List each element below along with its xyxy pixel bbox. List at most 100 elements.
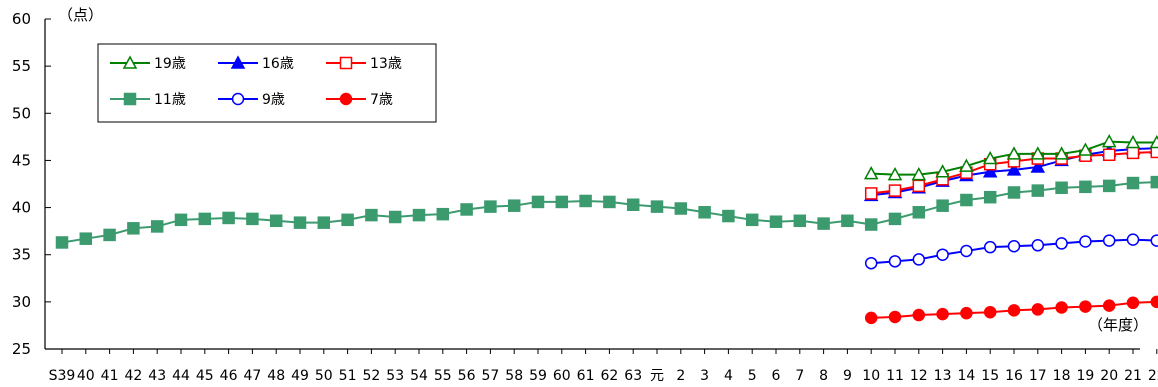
data-point	[533, 196, 544, 207]
data-point	[152, 221, 163, 232]
data-point	[414, 210, 425, 221]
x-tick-label: 6	[772, 368, 781, 384]
data-point	[890, 311, 901, 322]
x-tick-label: 41	[101, 368, 119, 384]
data-point	[1104, 235, 1115, 246]
data-point	[1128, 234, 1139, 245]
data-point	[866, 219, 877, 230]
y-tick-label: 40	[12, 199, 31, 217]
data-point	[604, 196, 615, 207]
x-tick-label: 11	[886, 368, 904, 384]
x-tick-label: 3	[700, 368, 709, 384]
legend: 19歳 16歳 13歳 11歳 9歳 7歳	[98, 44, 436, 122]
data-point	[794, 215, 805, 226]
data-point	[104, 229, 115, 240]
legend-label: 19歳	[154, 56, 186, 72]
data-point	[1032, 185, 1043, 196]
legend-marker	[341, 94, 352, 105]
legend-label: 9歳	[262, 92, 285, 108]
y-tick-label: 45	[12, 151, 31, 169]
x-tick-label: 55	[434, 368, 452, 384]
data-point	[461, 204, 472, 215]
x-tick-label: 19	[1076, 368, 1094, 384]
x-tick-label: 57	[481, 368, 499, 384]
data-point	[80, 233, 91, 244]
data-point	[366, 210, 377, 221]
x-tick-label: 12	[910, 368, 928, 384]
data-point	[866, 258, 877, 269]
data-point	[437, 209, 448, 220]
data-point	[961, 308, 972, 319]
data-point	[271, 215, 282, 226]
x-tick-label: 47	[243, 368, 261, 384]
legend-label: 7歳	[370, 92, 393, 108]
data-point	[556, 196, 567, 207]
data-point	[890, 256, 901, 267]
x-tick-label: 46	[220, 368, 238, 384]
data-point	[1009, 241, 1020, 252]
x-tick-label: 2	[676, 368, 685, 384]
data-point	[223, 212, 234, 223]
x-tick-label: 56	[458, 368, 476, 384]
data-point	[1104, 180, 1115, 191]
data-point	[890, 185, 901, 196]
x-tick-label: 53	[386, 368, 404, 384]
x-tick-label: 63	[624, 368, 642, 384]
x-unit-label: （年度）	[1088, 316, 1148, 334]
x-tick-label: 7	[795, 368, 804, 384]
legend-marker	[233, 94, 244, 105]
data-point	[961, 195, 972, 206]
x-tick-label: 40	[77, 368, 95, 384]
data-point	[866, 312, 877, 323]
x-tick-label: 43	[148, 368, 166, 384]
data-point	[913, 310, 924, 321]
data-point	[842, 215, 853, 226]
x-tick-label: 21	[1124, 368, 1142, 384]
data-point	[580, 195, 591, 206]
x-tick-label: 元	[650, 368, 664, 384]
x-tick-label: 18	[1053, 368, 1071, 384]
data-point	[1032, 240, 1043, 251]
data-point	[485, 201, 496, 212]
y-tick-label: 60	[12, 10, 31, 28]
data-point	[699, 207, 710, 218]
x-tick-label: 17	[1029, 368, 1047, 384]
x-tick-label: 62	[600, 368, 618, 384]
data-point	[1128, 178, 1139, 189]
data-point	[295, 217, 306, 228]
legend-label: 13歳	[370, 56, 402, 72]
data-point	[771, 216, 782, 227]
data-point	[890, 213, 901, 224]
data-point	[1080, 236, 1091, 247]
y-tick-label: 55	[12, 57, 31, 75]
x-tick-label: 5	[748, 368, 757, 384]
x-tick-label: S39	[49, 368, 76, 384]
data-point	[723, 211, 734, 222]
data-point	[318, 217, 329, 228]
x-tick-label: 60	[553, 368, 571, 384]
x-tick-label: 44	[172, 368, 190, 384]
y-unit-label: （点）	[58, 6, 103, 24]
x-tick-label: 10	[862, 368, 880, 384]
data-point	[937, 200, 948, 211]
series-9歳	[866, 234, 1158, 269]
data-point	[199, 213, 210, 224]
data-point	[628, 199, 639, 210]
data-point	[1128, 297, 1139, 308]
x-tick-label: 15	[981, 368, 999, 384]
data-point	[937, 249, 948, 260]
data-point	[866, 188, 877, 199]
data-point	[1104, 300, 1115, 311]
data-point	[1032, 304, 1043, 315]
data-point	[390, 212, 401, 223]
data-point	[128, 223, 139, 234]
x-tick-label: 42	[124, 368, 142, 384]
data-point	[342, 214, 353, 225]
data-point	[176, 214, 187, 225]
x-tick-label: 45	[196, 368, 214, 384]
y-tick-label: 30	[12, 293, 31, 311]
x-tick-label: 8	[819, 368, 828, 384]
x-tick-label: 48	[267, 368, 285, 384]
x-tick-label: 54	[410, 368, 428, 384]
